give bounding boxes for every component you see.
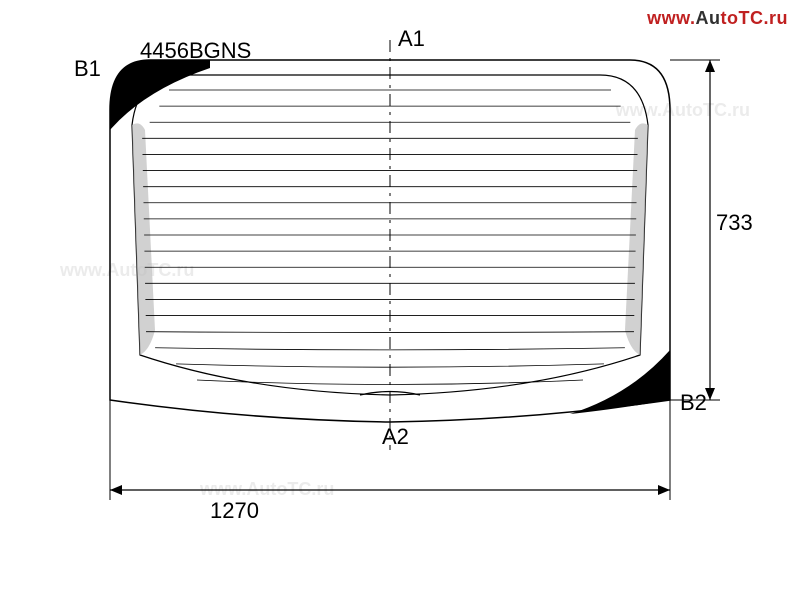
watermark-prefix: www.AutoTC.ru xyxy=(647,8,788,28)
glass-diagram: 4456BGNS A1 A2 B1 B2 733 1270 xyxy=(50,20,750,580)
label-a1: A1 xyxy=(398,26,425,52)
part-number-label: 4456BGNS xyxy=(140,38,251,64)
dim-width: 1270 xyxy=(210,498,259,524)
label-a2: A2 xyxy=(382,424,409,450)
label-b2: B2 xyxy=(680,390,707,416)
watermark: www.AutoTC.ru xyxy=(647,8,788,29)
label-b1: B1 xyxy=(74,56,101,82)
dim-height: 733 xyxy=(716,210,753,236)
